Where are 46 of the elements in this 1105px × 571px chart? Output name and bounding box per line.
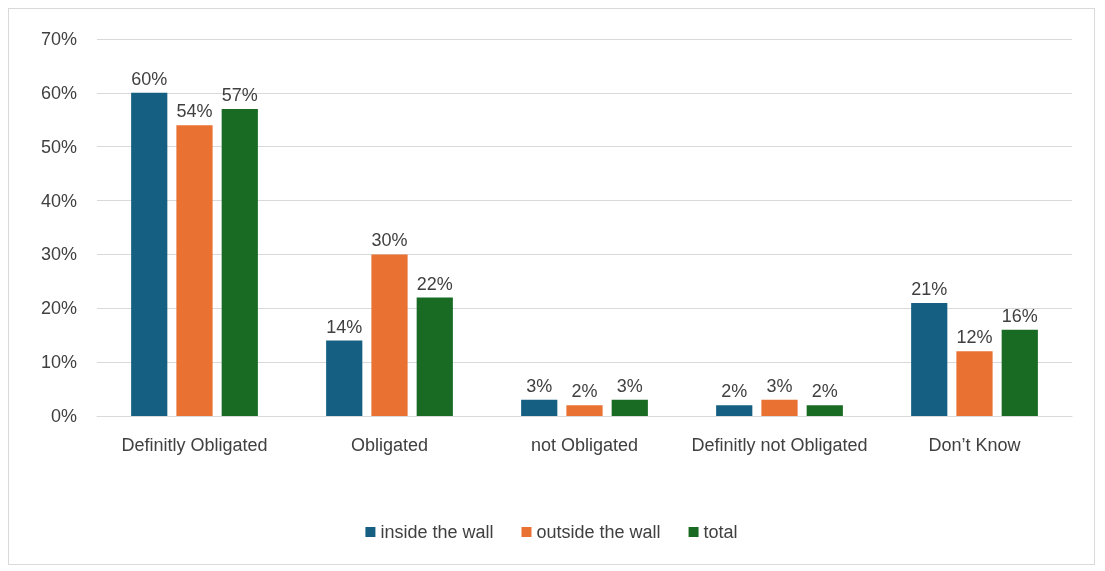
legend-label: total — [703, 522, 738, 542]
data-label: 2% — [721, 381, 748, 402]
data-label: 3% — [766, 375, 793, 396]
bar — [1001, 329, 1038, 416]
data-label: 2% — [571, 381, 598, 402]
x-tick-label: Obligated — [350, 435, 429, 455]
data-label: 30% — [371, 230, 408, 251]
bar — [761, 399, 798, 416]
y-tick-label: 20% — [40, 298, 77, 319]
bar — [371, 254, 408, 416]
y-tick-label: 0% — [50, 406, 77, 426]
bar — [611, 399, 648, 416]
y-tick-label: 40% — [40, 190, 77, 211]
data-label: 60% — [131, 68, 168, 89]
y-tick-label: 30% — [40, 244, 77, 265]
x-tick-label: not Obligated — [530, 435, 639, 455]
data-label: 3% — [616, 375, 643, 396]
data-label: 57% — [221, 85, 258, 106]
bar — [221, 109, 258, 416]
data-label: 16% — [1001, 305, 1038, 326]
y-tick-label: 60% — [40, 82, 77, 103]
y-tick-label: 50% — [40, 136, 77, 157]
bar — [566, 405, 603, 416]
bar — [806, 405, 843, 416]
bar — [956, 351, 993, 416]
y-tick-label: 10% — [40, 352, 77, 373]
data-label: 2% — [811, 381, 838, 402]
data-label: 3% — [526, 375, 553, 396]
legend-label: inside the wall — [380, 522, 494, 542]
bar — [176, 125, 213, 416]
data-label: 54% — [176, 101, 213, 122]
bar — [416, 297, 453, 416]
x-tick-label: Don’t Know — [928, 435, 1022, 455]
data-label: 14% — [326, 316, 363, 337]
bar — [911, 302, 948, 416]
legend-label: outside the wall — [536, 522, 661, 542]
bar — [716, 405, 753, 416]
data-label: 22% — [416, 273, 453, 294]
data-label: 12% — [956, 327, 993, 348]
bar — [521, 399, 558, 416]
bar — [131, 92, 168, 416]
bar — [326, 340, 363, 416]
x-tick-label: Definitly not Obligated — [691, 435, 868, 455]
y-tick-label: 70% — [40, 29, 77, 49]
x-tick-label: Definitly Obligated — [121, 435, 268, 455]
data-label: 21% — [911, 278, 948, 299]
